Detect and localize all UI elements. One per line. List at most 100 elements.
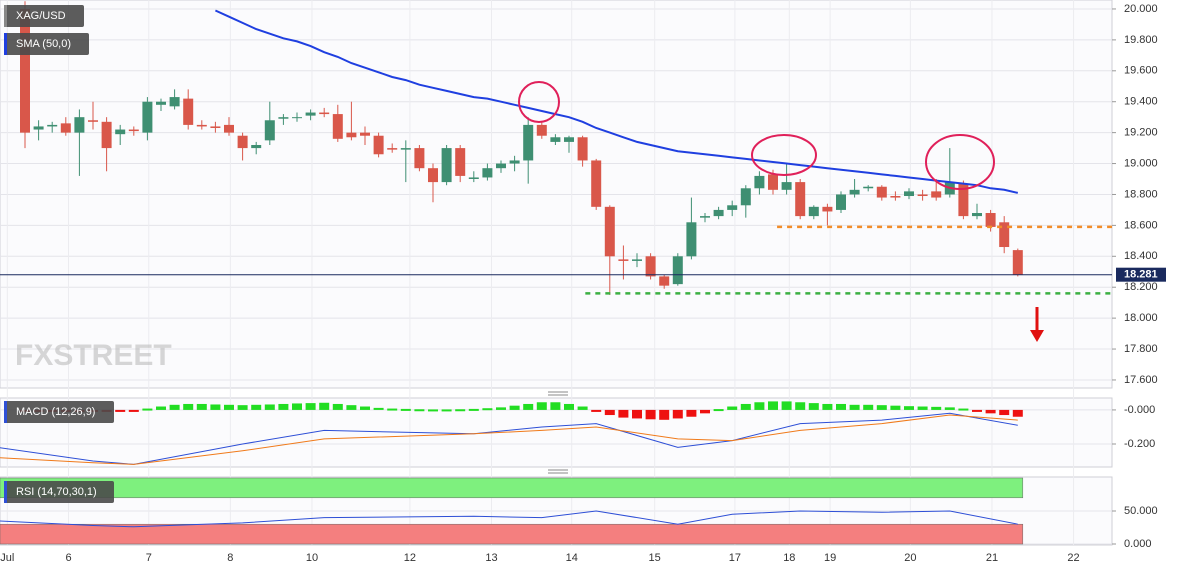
histogram-bar xyxy=(768,401,778,410)
histogram-bar xyxy=(890,405,901,410)
candle-body xyxy=(20,8,30,133)
candle-body xyxy=(373,135,384,155)
x-tick-label: 21 xyxy=(986,552,998,564)
histogram-bar xyxy=(781,401,792,410)
candle-body xyxy=(876,186,887,198)
histogram-bar xyxy=(591,409,602,412)
histogram-bar xyxy=(332,403,343,410)
candle-body xyxy=(88,120,98,122)
candle-body xyxy=(224,124,234,133)
candle-body xyxy=(509,160,520,164)
candle-body xyxy=(849,189,860,195)
candle-body xyxy=(564,137,574,142)
last-price-label: 18.281 xyxy=(1124,269,1158,281)
histogram-bar xyxy=(468,408,479,411)
x-tick-label: 12 xyxy=(404,552,416,564)
x-tick-label: 8 xyxy=(227,552,233,564)
histogram-bar xyxy=(251,404,262,410)
histogram-bar xyxy=(237,405,248,410)
y-tick-label: -0.000 xyxy=(1124,404,1155,416)
candle-body xyxy=(740,188,751,206)
x-tick-label: 6 xyxy=(65,552,71,564)
y-tick-label: 18.000 xyxy=(1124,312,1158,324)
candle-body xyxy=(346,132,357,138)
histogram-bar xyxy=(700,409,710,414)
candle-body xyxy=(672,256,683,285)
legend-stripe xyxy=(4,33,7,55)
histogram-bar xyxy=(224,404,234,410)
x-tick-label: 15 xyxy=(649,552,661,564)
candle-body xyxy=(237,135,248,149)
histogram-bar xyxy=(999,409,1010,416)
legend-box xyxy=(4,5,84,27)
candle-body xyxy=(455,148,466,176)
candle-body xyxy=(917,194,928,197)
candle-body xyxy=(795,182,806,217)
y-tick-label: 17.600 xyxy=(1124,374,1158,386)
candle-body xyxy=(904,191,914,197)
y-tick-label: 19.200 xyxy=(1124,127,1158,139)
candle-body xyxy=(251,144,262,149)
histogram-bar xyxy=(482,408,493,411)
x-tick-label: 19 xyxy=(824,552,836,564)
histogram-bar xyxy=(659,409,670,420)
candle-body xyxy=(618,259,629,261)
y-tick-label: -0.200 xyxy=(1124,438,1155,450)
histogram-bar xyxy=(428,409,438,412)
histogram-bar xyxy=(863,404,874,410)
candle-body xyxy=(931,191,942,198)
candle-body xyxy=(550,137,561,142)
y-tick-label: 18.400 xyxy=(1124,250,1158,262)
histogram-bar xyxy=(972,409,982,412)
histogram-bar xyxy=(292,403,302,410)
candle-body xyxy=(713,209,724,217)
histogram-bar xyxy=(264,404,275,410)
histogram-bar xyxy=(509,405,520,410)
candle-body xyxy=(468,177,479,180)
candle-body xyxy=(890,196,901,198)
candle-body xyxy=(115,129,126,135)
candle-body xyxy=(700,216,710,218)
histogram-bar xyxy=(740,403,751,410)
candle-body xyxy=(47,124,58,127)
down-arrow xyxy=(1030,307,1044,342)
candle-body xyxy=(319,112,330,115)
histogram-bar xyxy=(169,404,180,410)
histogram-bar xyxy=(128,409,139,412)
histogram-bar xyxy=(346,405,357,410)
histogram-bar xyxy=(441,409,452,412)
y-tick-label: 19.800 xyxy=(1124,34,1158,46)
histogram-bar xyxy=(876,405,887,410)
histogram-bar xyxy=(672,409,683,419)
rsi-line xyxy=(0,510,1018,528)
last-price-tag xyxy=(1116,267,1166,282)
watermark: FXSTREET xyxy=(15,339,172,372)
highlight-circle xyxy=(518,81,560,123)
histogram-bar xyxy=(278,403,289,410)
candle-body xyxy=(60,123,71,133)
annotations xyxy=(518,81,995,190)
candle-body xyxy=(400,148,411,150)
candle-body xyxy=(169,97,180,107)
candle-body xyxy=(686,222,697,257)
legend-stripe xyxy=(4,481,7,503)
x-tick-label: Jul xyxy=(0,552,14,564)
histogram-bar xyxy=(686,409,697,417)
rsi-band xyxy=(0,523,1024,545)
candle-body xyxy=(999,222,1010,248)
histogram-bar xyxy=(917,406,928,410)
rsi-band xyxy=(0,477,1024,499)
candle-body xyxy=(985,213,996,227)
overlay: 20.000 19.800 19.600 19.400 19.200 19.000 18.8… xyxy=(0,3,1166,564)
candle-body xyxy=(645,256,656,277)
candle-body xyxy=(414,148,425,169)
y-tick-label: 19.400 xyxy=(1124,96,1158,108)
candle-body xyxy=(577,137,588,161)
candle-body xyxy=(1012,250,1023,275)
y-tick-label: 18.200 xyxy=(1124,281,1158,293)
y-tick-label: 18.800 xyxy=(1124,188,1158,200)
histogram-bar xyxy=(808,403,819,410)
candle-body xyxy=(496,163,506,169)
histogram-bar xyxy=(1012,409,1023,417)
x-tick-label: 7 xyxy=(146,552,152,564)
